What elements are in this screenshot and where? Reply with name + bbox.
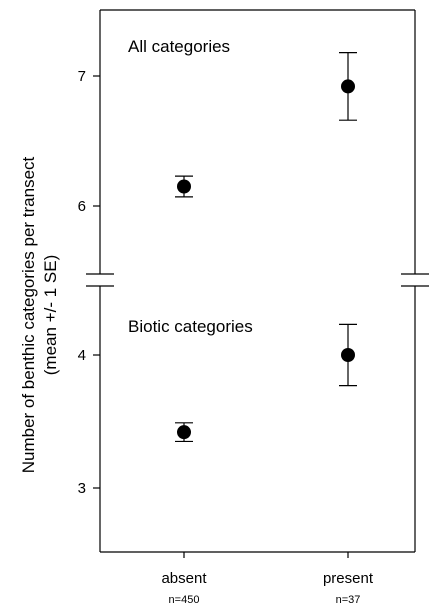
sample-size-label: n=37 [336, 594, 361, 606]
y-tick-label-lower: 4 [78, 347, 86, 364]
sample-size-label: n=450 [169, 594, 200, 606]
data-point-lower-absent [177, 425, 191, 440]
plot-area: absent n=450 present n=37 6 7 All categories 3 4… [78, 9, 429, 606]
y-tick-label-lower: 3 [78, 480, 86, 497]
panel-label-upper: All categories [128, 37, 230, 56]
data-point-lower-present [341, 348, 355, 362]
y-tick-label-upper: 6 [78, 198, 86, 215]
y-axis-label-line1: Number of benthic categories per transec… [19, 156, 38, 473]
y-axis-label-line2: (mean +/- 1 SE) [41, 255, 60, 375]
x-tick-label: absent [161, 570, 207, 587]
y-tick-label-upper: 7 [78, 68, 86, 85]
data-point-upper-present [341, 79, 355, 94]
x-tick-label: present [323, 570, 374, 587]
panel-label-lower: Biotic categories [128, 317, 253, 336]
data-point-upper-absent [177, 179, 191, 194]
